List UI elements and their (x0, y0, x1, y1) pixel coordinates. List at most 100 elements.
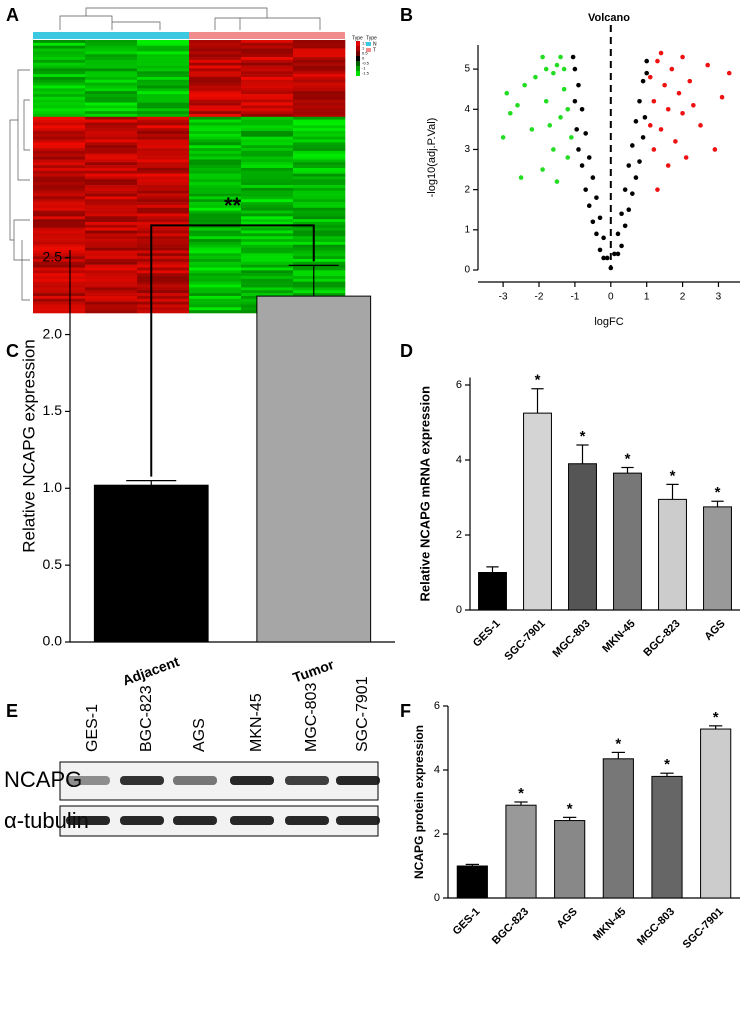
heatmap-cell (33, 116, 86, 120)
y-tick-label: 2 (456, 529, 462, 541)
heatmap-cell (241, 256, 294, 260)
y-tick-label: 0.0 (43, 633, 63, 649)
point (615, 231, 621, 237)
point (533, 74, 538, 80)
heatmap-cell (33, 91, 86, 95)
legend-title: Type (366, 35, 377, 41)
heatmap-cell (189, 40, 242, 44)
y-axis-label: Relative NCAPG expression (19, 339, 38, 553)
legend-swatch (356, 66, 360, 71)
heatmap-cell (33, 290, 86, 294)
heatmap-cell (189, 287, 242, 291)
heatmap-cell (293, 116, 346, 120)
heatmap-cell (85, 290, 138, 294)
band (230, 816, 274, 825)
heatmap-cell (137, 202, 190, 206)
heatmap-cell (137, 65, 190, 69)
point (651, 98, 657, 104)
heatmap-cell (137, 74, 190, 78)
point (569, 135, 574, 140)
heatmap-cell (189, 88, 242, 92)
heatmap-cell (137, 278, 190, 283)
heatmap-cell (85, 253, 138, 257)
heatmap-cell (241, 261, 294, 265)
heatmap-cell (85, 196, 138, 200)
heatmap-cell (33, 111, 86, 115)
point (640, 135, 646, 140)
heatmap-cell (189, 193, 242, 197)
bar (456, 865, 488, 899)
heatmap-cell (189, 224, 242, 228)
point (665, 106, 671, 112)
point (529, 127, 535, 132)
heatmap-cell (293, 119, 346, 123)
heatmap-cell (33, 295, 86, 300)
heatmap-cell (137, 131, 190, 135)
heatmap-cell (189, 284, 242, 288)
heatmap-cell (33, 113, 86, 118)
heatmap-cell (33, 233, 86, 237)
point (619, 211, 624, 217)
legend-label: 0 (362, 56, 365, 61)
heatmap-cell (137, 179, 190, 183)
heatmap-cell (189, 256, 242, 260)
heatmap-cell (85, 190, 138, 194)
group-bar (189, 32, 345, 39)
heatmap-cell (85, 227, 138, 231)
heatmap-cell (85, 301, 138, 305)
point (586, 203, 592, 209)
heatmap-cell (189, 45, 242, 49)
point (626, 207, 632, 213)
heatmap-cell (137, 162, 190, 166)
point (500, 135, 506, 140)
y-tick-label: 2 (464, 184, 470, 195)
heatmap-cell (241, 182, 294, 186)
heatmap-cell (33, 244, 86, 248)
bar (93, 484, 209, 643)
point (644, 70, 649, 76)
heatmap-cell (241, 79, 294, 83)
heatmap-cell (85, 79, 138, 83)
heatmap-cell (189, 96, 242, 101)
x-tick-label: AGS (702, 618, 727, 643)
heatmap-cell (293, 159, 346, 163)
heatmap-cell (241, 281, 294, 285)
heatmap-cell (137, 295, 190, 300)
heatmap-cell (137, 247, 190, 251)
bar (554, 820, 586, 899)
heatmap-cell (189, 145, 242, 149)
heatmap-cell (85, 307, 138, 311)
heatmap-cell (293, 182, 346, 186)
heatmap-cell (85, 179, 138, 183)
heatmap-cell (137, 145, 190, 149)
heatmap-cell (241, 133, 294, 137)
y-tick-label: 2 (434, 828, 440, 840)
y-tick-label: 0 (434, 892, 440, 904)
heatmap-cell (85, 119, 138, 123)
heatmap-cell (33, 145, 86, 149)
heatmap-cell (293, 111, 346, 115)
heatmap-cell (241, 224, 294, 228)
heatmap-cell (189, 150, 242, 155)
heatmap-cell (85, 88, 138, 92)
heatmap-cell (189, 165, 242, 169)
x-tick-label: Tumor (291, 656, 337, 686)
point (633, 175, 639, 180)
point (551, 147, 556, 152)
heatmap-cell (137, 91, 190, 95)
x-tick-label: -2 (535, 292, 544, 303)
heatmap-cell (85, 139, 138, 143)
dendrogram (9, 7, 321, 301)
heatmap-cell (85, 142, 138, 146)
point (726, 70, 732, 76)
heatmap-cell (85, 230, 138, 234)
point (583, 187, 588, 192)
heatmap-cell (241, 267, 294, 271)
heatmap-cell (189, 278, 242, 283)
heatmap-cell (241, 167, 294, 172)
heatmap-cell (33, 199, 86, 203)
heatmap-cell (293, 165, 346, 169)
x-tick-label: MGC-803 (635, 906, 677, 948)
heatmap-cell (293, 284, 346, 288)
heatmap-cell (241, 264, 294, 268)
